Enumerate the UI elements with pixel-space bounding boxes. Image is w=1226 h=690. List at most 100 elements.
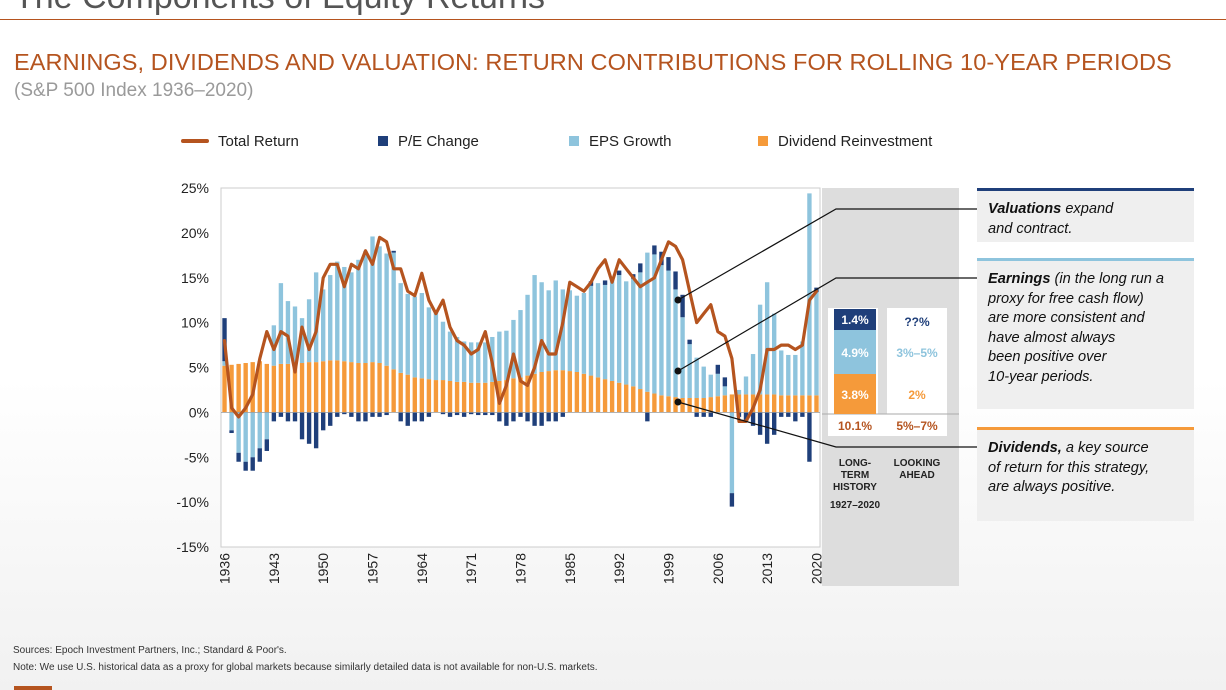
eps-growth-bar — [398, 283, 403, 373]
x-tick-label: 1936 — [217, 553, 233, 584]
legend-total-return: Total Return — [181, 131, 299, 151]
pe-change-bar — [786, 412, 791, 417]
pe-change-bar — [793, 412, 798, 422]
long-term-div-box — [834, 374, 876, 414]
pe-change-bar — [645, 412, 650, 422]
eps-growth-bar — [772, 313, 777, 395]
eps-growth-bar — [356, 259, 361, 364]
pe-change-bar — [278, 412, 284, 417]
long-term-label-3: HISTORY — [833, 482, 877, 493]
ahead-eps-value: 3%–5% — [896, 346, 938, 360]
eps-growth-bar — [525, 294, 530, 376]
eps-growth-bar — [595, 283, 601, 378]
eps-growth-bar — [609, 277, 615, 381]
pe-change-bar — [285, 412, 291, 422]
pe-change-bar — [772, 412, 777, 435]
eps-growth-bar — [680, 317, 685, 399]
pe-change-bar — [271, 412, 277, 422]
dividend-bar — [638, 389, 643, 413]
eps-growth-bar — [588, 285, 594, 376]
y-tick-label: -15% — [176, 539, 209, 555]
eps-growth-bar — [757, 304, 763, 395]
long-term-label-2: TERM — [841, 470, 869, 481]
pe-change-bar — [532, 412, 537, 426]
eps-growth-bar — [602, 284, 608, 380]
dividend-bar — [490, 381, 495, 413]
eps-growth-bar — [722, 386, 728, 396]
pe-change-bar — [511, 412, 516, 422]
footer-note: Note: We use U.S. historical data as a p… — [13, 662, 598, 673]
pe-change-bar — [426, 412, 432, 417]
dividend-bar — [652, 393, 657, 413]
dividend-bar — [306, 362, 312, 413]
pe-change-bar — [363, 412, 368, 422]
earnings-line: proxy for free cash flow) — [988, 290, 1144, 307]
pe-change-bar — [377, 412, 382, 417]
ahead-pe-value: ??% — [904, 315, 930, 329]
eps-growth-bar — [659, 265, 664, 396]
dividend-bar — [356, 363, 361, 413]
pe-change-bar — [546, 412, 551, 422]
long-term-eps-value: 4.9% — [841, 346, 869, 360]
looking-ahead-column — [887, 308, 947, 414]
dividend-bar — [750, 394, 756, 413]
dividends-callout: Dividends, a key source of return for th… — [977, 427, 1194, 521]
pe-change-bar — [447, 412, 453, 417]
pe-change-bar — [807, 412, 812, 462]
eps-growth-bar — [377, 246, 382, 364]
pe-change-bar — [264, 439, 269, 451]
eps-growth-bar — [638, 272, 643, 390]
dividend-bar — [673, 397, 678, 413]
legend-div-label: Dividend Reinvestment — [778, 132, 933, 150]
pe-change-bar — [694, 412, 699, 417]
total-return-line — [222, 235, 819, 423]
x-tick-label: 1999 — [660, 553, 676, 584]
pe-change-bar — [236, 452, 241, 462]
earnings-line: 10-year periods. — [988, 368, 1094, 385]
eps-growth-bar — [264, 412, 269, 440]
dividend-bar — [257, 361, 262, 413]
pe-change-bar — [701, 412, 706, 417]
x-tick-label: 1964 — [414, 553, 430, 584]
x-tick-label: 1992 — [611, 553, 627, 584]
ahead-div-value: 2% — [908, 388, 926, 402]
pe-change-bar — [391, 250, 396, 253]
legend-eps-growth: EPS Growth — [569, 131, 672, 151]
x-tick-label: 1978 — [513, 553, 529, 584]
valuations-text-2: and contract. — [988, 220, 1073, 237]
dividend-bar — [680, 398, 685, 413]
pe-change-bar — [525, 412, 530, 422]
eps-growth-bar — [306, 299, 312, 363]
pe-change-bar — [638, 263, 643, 273]
pe-change-bar — [553, 412, 558, 422]
eps-growth-bar — [320, 289, 326, 362]
dividend-bar — [370, 362, 375, 413]
pe-change-bar — [680, 294, 685, 318]
dividend-bar — [786, 395, 791, 413]
eps-growth-bar — [342, 266, 347, 362]
dividends-connector — [677, 401, 977, 448]
eps-growth-bar — [426, 307, 432, 380]
eps-growth-bar — [370, 236, 375, 363]
eps-growth-bar — [299, 318, 305, 364]
earnings-bold: Earnings — [988, 271, 1051, 287]
dividend-bar — [525, 375, 530, 413]
long-term-total-value: 10.1% — [838, 419, 872, 433]
legend-pe-label: P/E Change — [398, 132, 479, 150]
x-tick-label: 2020 — [808, 553, 824, 584]
pe-change-bar — [356, 412, 361, 422]
eps-growth-bar — [666, 270, 671, 397]
dividend-bar — [349, 362, 354, 413]
eps-growth-bar — [433, 312, 439, 381]
dividend-bar — [560, 370, 565, 413]
pe-change-bar — [229, 430, 234, 434]
chart-subtitle: (S&P 500 Index 1936–2020) — [14, 80, 254, 101]
long-term-div-value: 3.8% — [841, 388, 869, 402]
dividend-bar — [715, 396, 721, 413]
eps-growth-bar — [454, 336, 460, 382]
eps-growth-bar — [250, 412, 255, 458]
pe-change-bar — [483, 412, 488, 416]
dividend-bar — [616, 382, 622, 413]
dividend-bar — [377, 363, 382, 413]
